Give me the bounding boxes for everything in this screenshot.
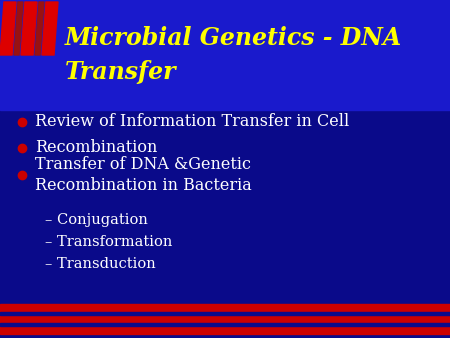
Bar [0,0,450,110]
Polygon shape [35,2,44,55]
Polygon shape [42,2,58,55]
Bar [0,323,450,326]
Text: Microbial Genetics - DNA: Microbial Genetics - DNA [65,26,402,50]
Text: Transfer: Transfer [65,60,176,84]
Polygon shape [0,2,16,55]
Polygon shape [21,2,37,55]
Text: Review of Information Transfer in Cell: Review of Information Transfer in Cell [35,114,349,130]
Text: – Conjugation: – Conjugation [45,213,148,227]
Text: Recombination: Recombination [35,140,157,156]
Polygon shape [14,2,23,55]
Text: – Transduction: – Transduction [45,257,156,271]
Text: Transfer of DNA &Genetic
Recombination in Bacteria: Transfer of DNA &Genetic Recombination i… [35,156,252,194]
Bar [0,304,450,312]
Text: – Transformation: – Transformation [45,235,172,249]
Bar [0,312,450,315]
Bar [0,326,450,334]
Bar [0,315,450,323]
